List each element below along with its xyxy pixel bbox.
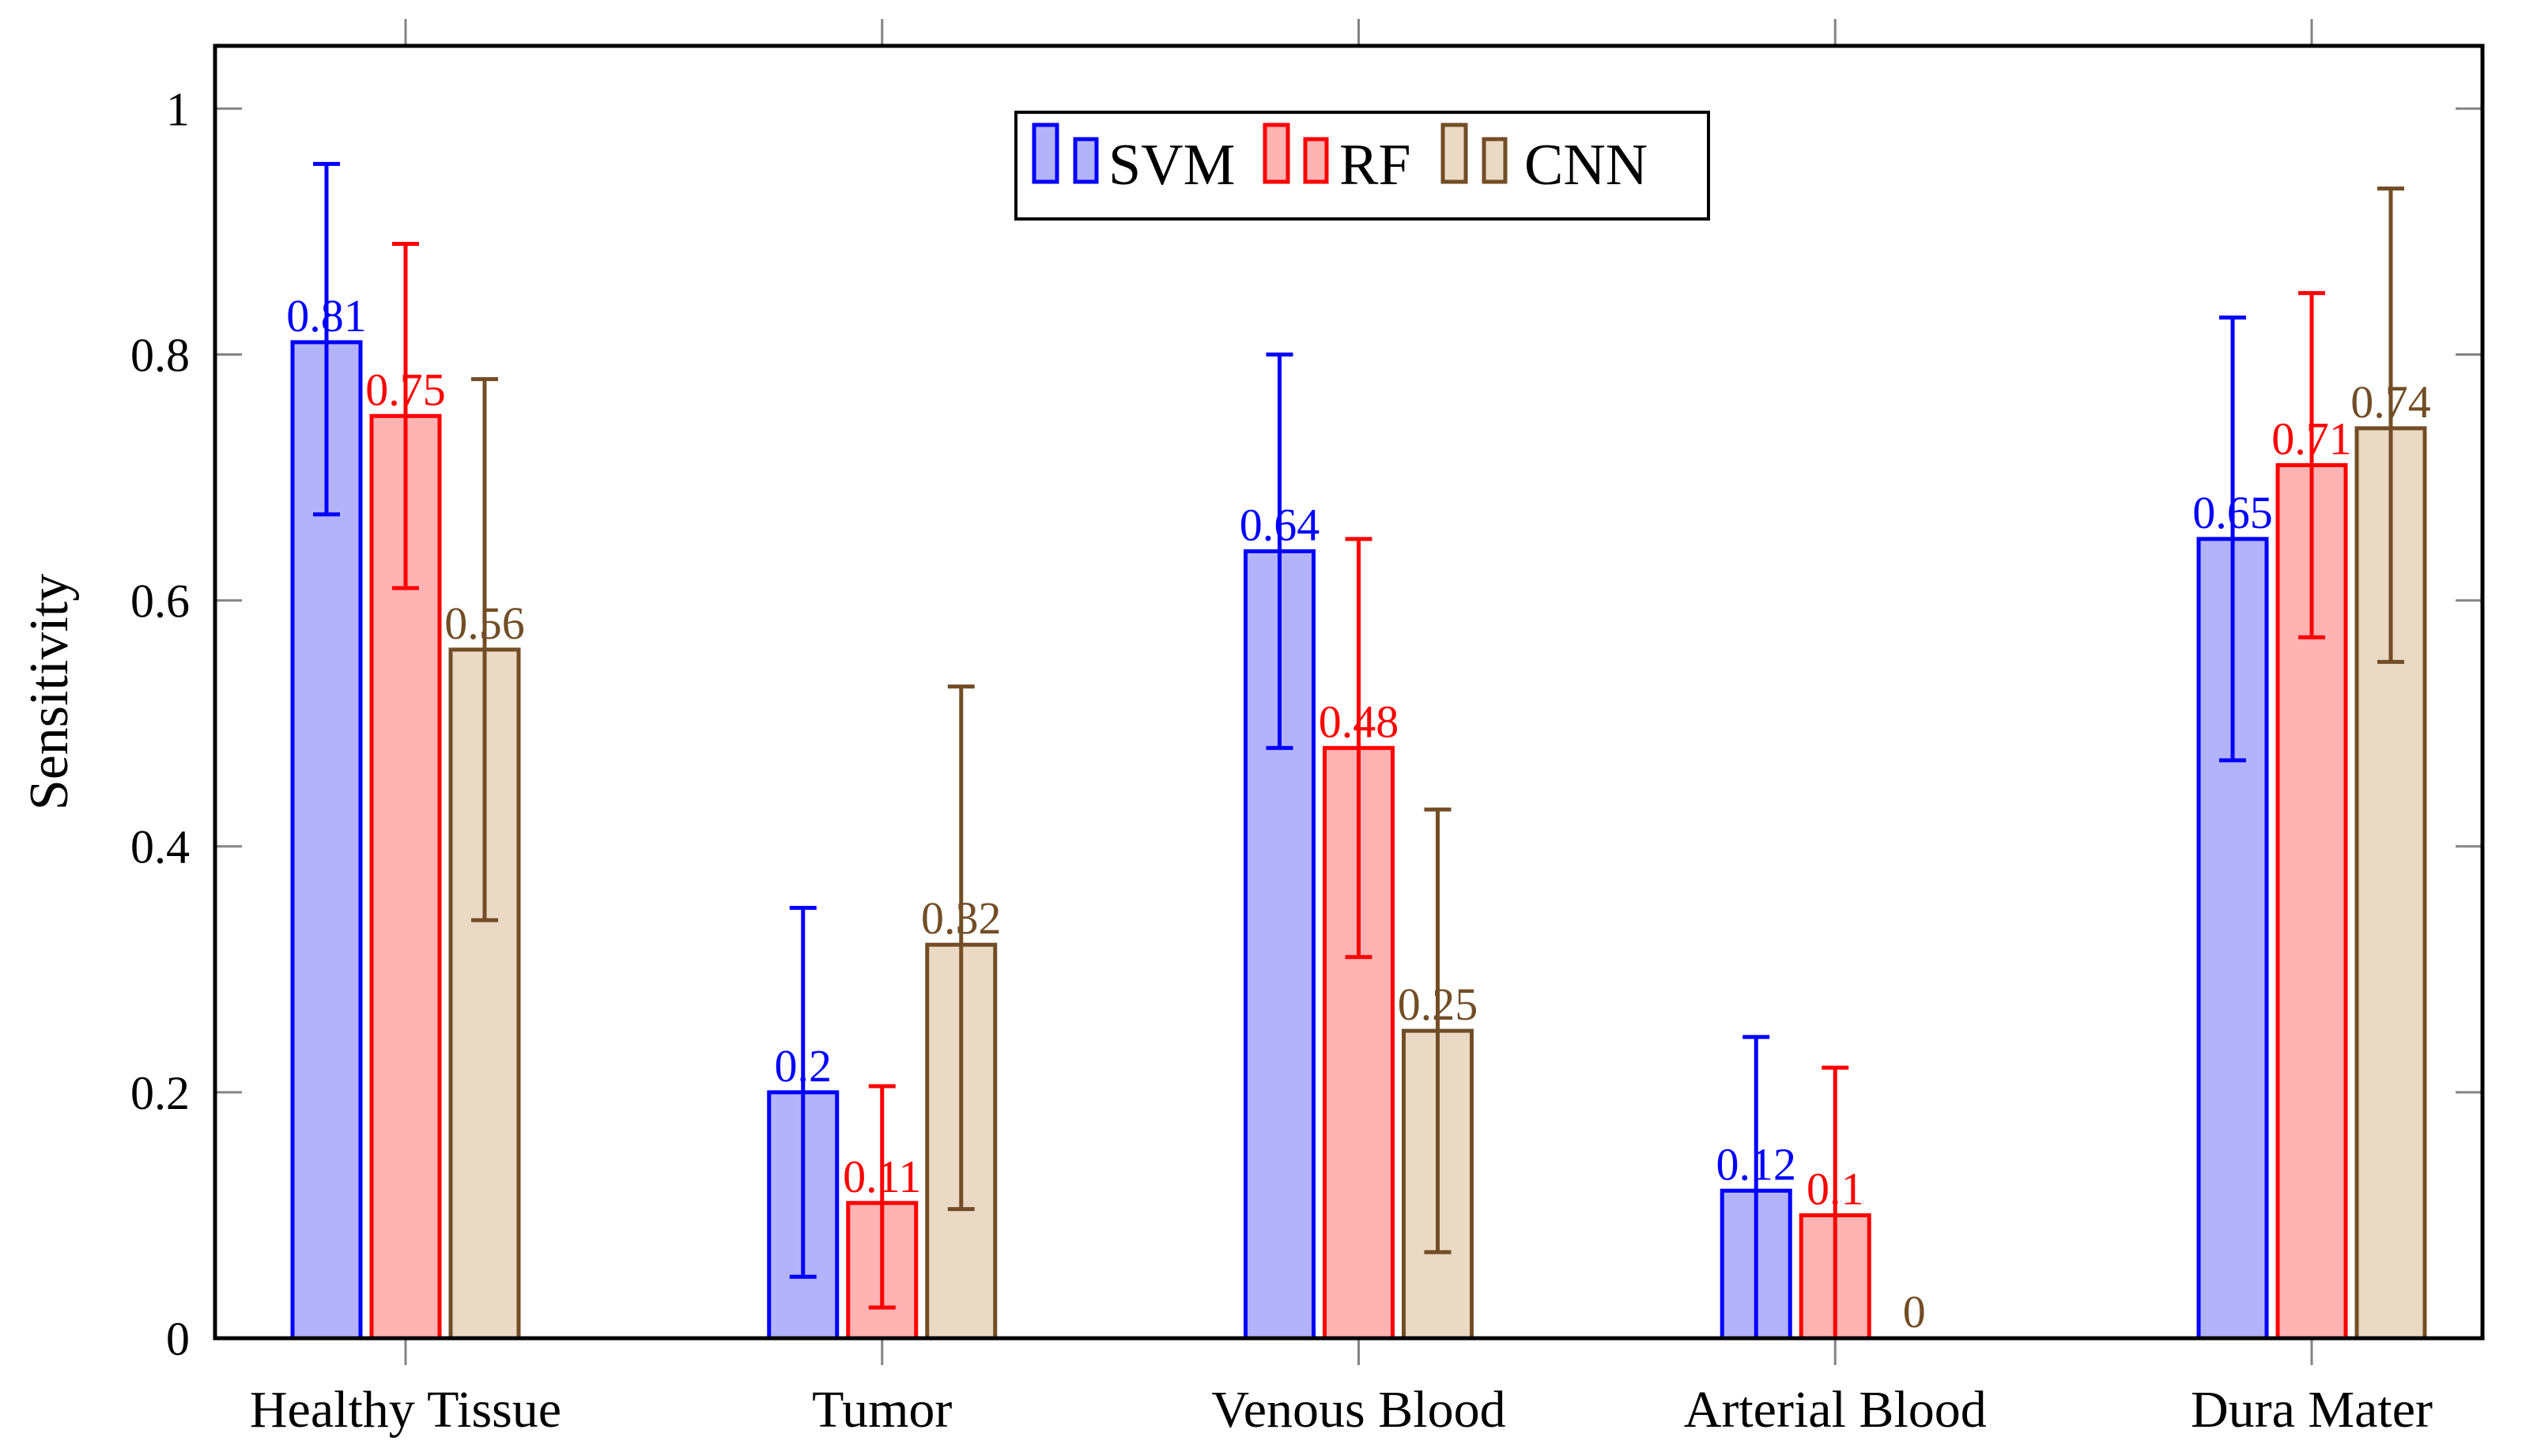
- x-category-label-dura-mater: Dura Mater: [2191, 1381, 2433, 1439]
- x-category-label-arterial-blood: Arterial Blood: [1684, 1381, 1987, 1439]
- legend-marker-tall-rf: [1263, 123, 1290, 184]
- value-label-svm-dura-mater: 0.65: [2192, 487, 2273, 538]
- x-category-label-tumor: Tumor: [812, 1381, 952, 1439]
- value-label-cnn-arterial-blood: 0: [1903, 1286, 1926, 1337]
- value-label-rf-healthy-tissue: 0.75: [365, 364, 446, 415]
- legend-marker-short-rf: [1303, 137, 1329, 184]
- legend-marker-short-svm: [1073, 137, 1099, 184]
- value-label-svm-healthy-tissue: 0.81: [286, 290, 367, 341]
- value-label-rf-tumor: 0.11: [843, 1151, 921, 1202]
- legend-label-svm: SVM: [1108, 133, 1235, 198]
- y-axis-label: Sensitivity: [19, 574, 80, 810]
- x-category-label-healthy-tissue: Healthy Tissue: [250, 1381, 561, 1439]
- y-tick-label-0: 0: [166, 1313, 190, 1365]
- y-tick-label-0.8: 0.8: [130, 329, 190, 381]
- x-category-label-venous-blood: Venous Blood: [1211, 1381, 1505, 1439]
- value-label-rf-venous-blood: 0.48: [1319, 696, 1399, 747]
- value-label-cnn-dura-mater: 0.74: [2350, 376, 2431, 428]
- legend-box: [1014, 111, 1710, 221]
- legend-marker-tall-svm: [1032, 123, 1059, 184]
- value-label-cnn-healthy-tissue: 0.56: [444, 598, 525, 649]
- legend-marker-tall-cnn: [1440, 123, 1468, 184]
- y-tick-label-0.2: 0.2: [130, 1067, 190, 1119]
- plot-border: [213, 43, 2485, 1341]
- y-tick-label-1: 1: [166, 83, 190, 135]
- y-tick-label-0.4: 0.4: [130, 821, 190, 873]
- legend-marker-short-cnn: [1482, 137, 1508, 184]
- y-tick-label-0.6: 0.6: [130, 575, 190, 628]
- value-label-cnn-venous-blood: 0.25: [1398, 979, 1478, 1030]
- value-label-svm-tumor: 0.2: [775, 1040, 832, 1092]
- value-label-svm-arterial-blood: 0.12: [1716, 1138, 1797, 1190]
- legend-label-cnn: CNN: [1524, 133, 1648, 198]
- value-label-cnn-tumor: 0.32: [921, 892, 1002, 944]
- legend-label-rf: RF: [1339, 133, 1411, 198]
- value-label-rf-arterial-blood: 0.1: [1807, 1163, 1864, 1214]
- value-label-rf-dura-mater: 0.71: [2271, 413, 2352, 464]
- value-label-svm-venous-blood: 0.64: [1240, 499, 1320, 550]
